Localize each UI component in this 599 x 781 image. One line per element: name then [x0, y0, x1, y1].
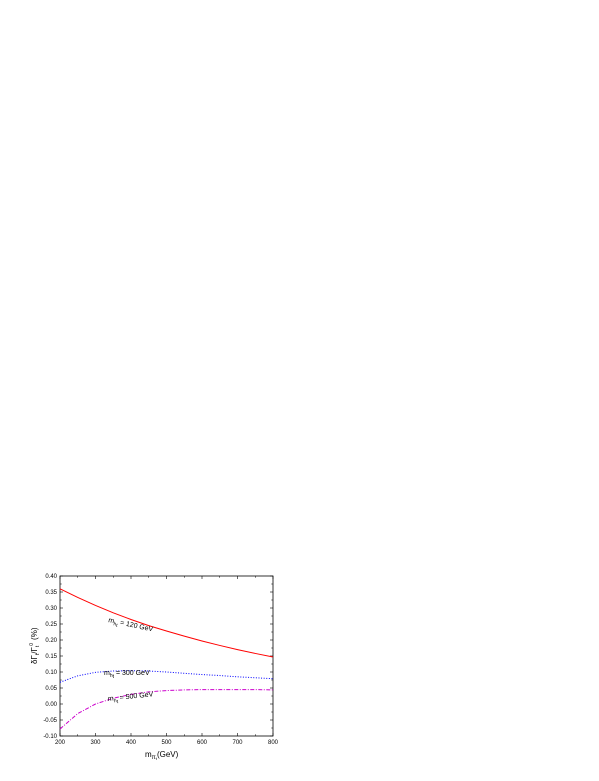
series-line-0: [59, 588, 274, 658]
y-tick-label: 0.00: [45, 702, 57, 708]
series-layer: [59, 588, 274, 730]
annot-500-value: = 500 GeV: [117, 691, 153, 702]
y-tick-label: 0.30: [45, 606, 57, 612]
y-tick-label: 0.35: [45, 590, 57, 596]
y-axis-title: δΓt/Γt0(%): [29, 627, 41, 664]
x-tick-label: 200: [55, 740, 66, 746]
x-tick-label: 300: [90, 740, 101, 746]
annot-120-sub: h: [113, 621, 117, 627]
annot-120-m: m: [108, 617, 115, 625]
x-tick-label: 400: [126, 740, 137, 746]
x-tick-label: 600: [197, 740, 208, 746]
x-axis: 200 300 400 500 600 700 800: [55, 576, 279, 746]
annot-300-value: = 300 GeV: [114, 670, 150, 677]
x-axis-title-unit: (GeV): [157, 750, 179, 759]
series-line-1: [59, 670, 274, 683]
svg-text:mht = 120 GeV: mht = 120 GeV: [107, 617, 154, 636]
x-axis-title-sub: π: [152, 755, 156, 761]
annot-120-subsub: t: [115, 623, 118, 629]
y-axis-title-sub1: t: [35, 653, 41, 655]
y-tick-label: -0.05: [43, 718, 57, 724]
y-tick-label: -0.10: [43, 734, 57, 740]
x-tick-label: 500: [161, 740, 172, 746]
annotation-series-500: mht = 500 GeV: [107, 691, 154, 706]
x-axis-title-subsub: t: [156, 756, 158, 761]
annotation-series-120: mht = 120 GeV: [107, 617, 154, 636]
svg-text:mht = 500 GeV: mht = 500 GeV: [107, 691, 154, 706]
y-axis-title-unit: (%): [30, 627, 39, 640]
y-tick-label: 0.10: [45, 670, 57, 676]
y-tick-label: 0.05: [45, 686, 57, 692]
svg-text:mht = 300 GeV: mht = 300 GeV: [104, 670, 150, 680]
x-axis-title-m: m: [145, 750, 152, 759]
annot-500-subsub: t: [116, 699, 119, 705]
annot-300-sub: h: [110, 673, 113, 679]
y-axis-title-main: δΓ: [30, 655, 39, 664]
annotation-series-300: mht = 300 GeV: [104, 670, 150, 680]
y-tick-label: 0.20: [45, 638, 57, 644]
series-line-2: [59, 689, 274, 730]
y-tick-label: 0.25: [45, 622, 57, 628]
x-tick-label: 800: [268, 740, 279, 746]
annot-500-sub: h: [114, 698, 118, 704]
plot-area-frame: [59, 575, 274, 737]
y-axis-title-mid: /Γ: [30, 647, 39, 654]
y-axis-title-sub2: t: [35, 645, 41, 647]
y-axis: -0.10 -0.05 0.00 0.05 0.10 0.15 0.20 0.25 0.30 0.…: [43, 574, 273, 740]
y-tick-label: 0.15: [45, 654, 57, 660]
annot-300-m: m: [104, 670, 110, 677]
y-tick-label: 0.40: [45, 574, 57, 580]
annot-300-subsub: t: [113, 674, 115, 680]
x-tick-label: 700: [232, 740, 243, 746]
x-axis-title: mπt(GeV): [145, 750, 179, 761]
annot-500-m: m: [107, 695, 114, 703]
y-axis-title-sup: 0: [29, 643, 35, 646]
